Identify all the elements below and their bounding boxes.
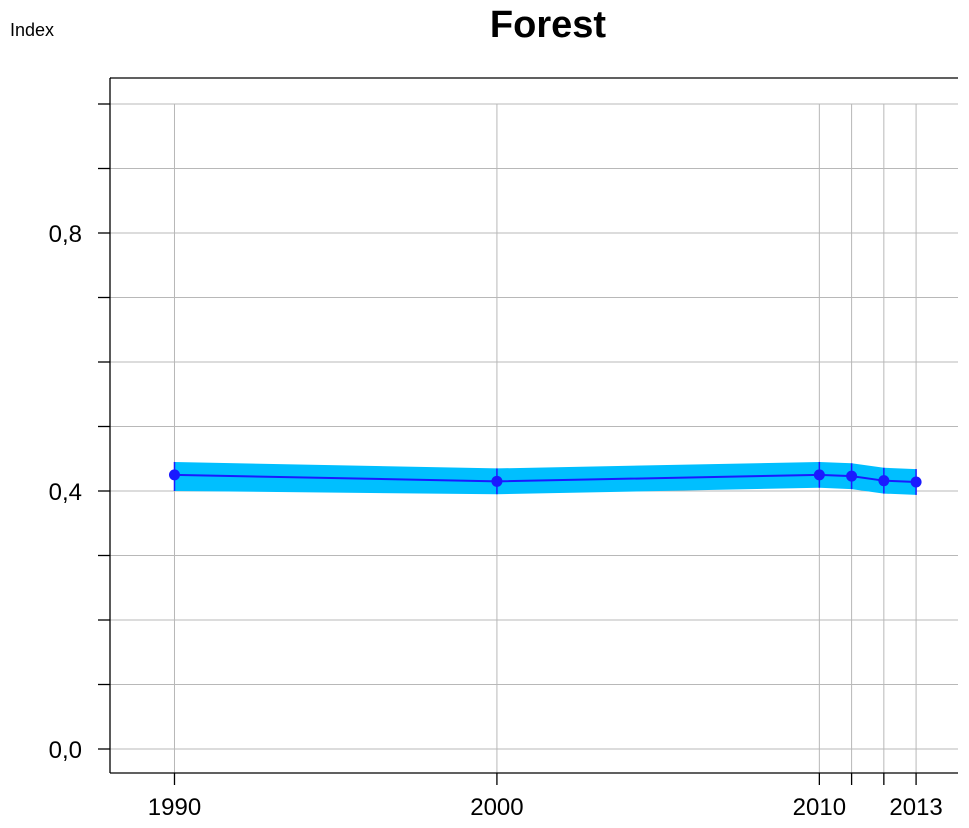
data-point: [491, 475, 503, 487]
data-point: [878, 475, 890, 487]
data-points: [168, 469, 922, 488]
x-tick-label: 1990: [148, 794, 201, 821]
chart-title: Forest: [489, 4, 607, 46]
confidence-band: [174, 461, 917, 495]
y-tick-label: 0,4: [49, 479, 82, 506]
confidence-band-area: [174, 461, 917, 495]
x-tick-label: 2000: [470, 794, 523, 821]
y-tick-label: 0,0: [49, 737, 82, 764]
tick-labels: 0,0 0,4 0,8 1990 2000 2010 2013: [49, 221, 943, 821]
axes: [98, 77, 958, 785]
grid-lines: [110, 103, 958, 773]
data-point: [910, 476, 922, 488]
y-tick-label: 0,8: [49, 221, 82, 248]
y-axis-label: Index: [10, 20, 55, 40]
x-tick-label: 2010: [793, 794, 846, 821]
data-point: [846, 470, 858, 482]
data-point: [813, 469, 825, 481]
data-point: [168, 469, 180, 481]
x-tick-label: 2013: [889, 794, 942, 821]
